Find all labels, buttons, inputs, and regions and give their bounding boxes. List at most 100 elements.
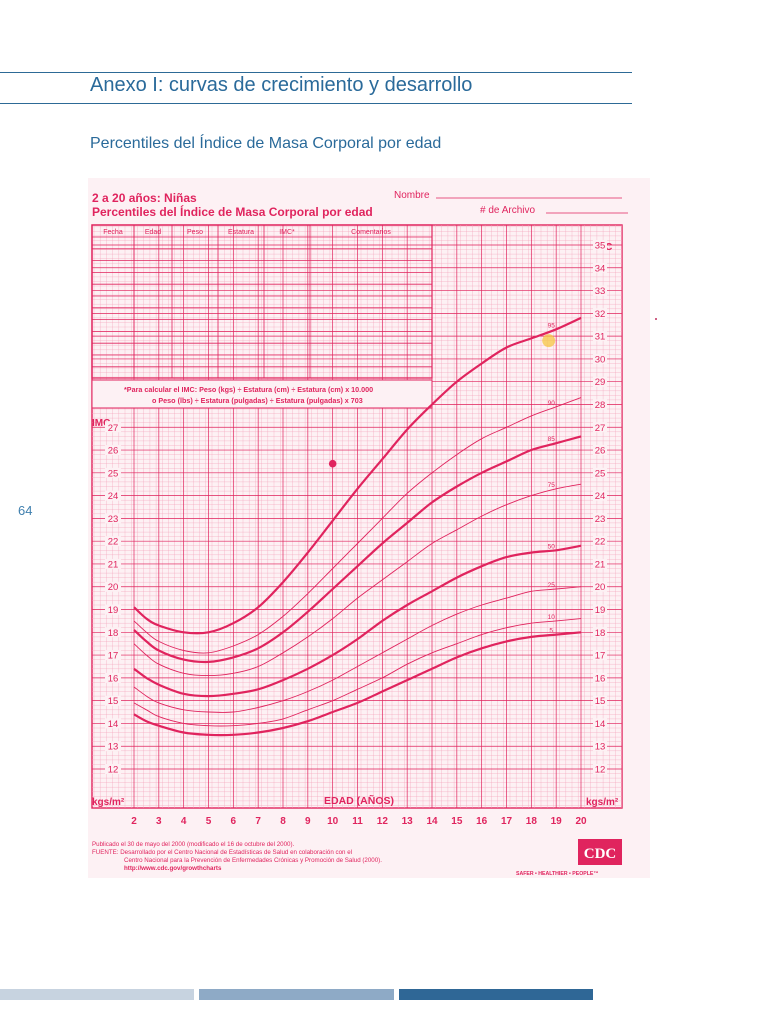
y-tick-label-bg (593, 331, 607, 342)
y-tick-label-bg (105, 513, 121, 524)
cdc-tagline: SAFER • HEALTHIER • PEOPLE™ (516, 871, 599, 877)
y-tick-label-bg (593, 627, 607, 638)
y-tick-label-left: 24 (108, 491, 119, 502)
footer-line1: Publicado el 30 de mayo del 2000 (modifi… (92, 841, 295, 848)
y-tick-label-right: 13 (595, 742, 606, 753)
y-tick-label-bg (593, 353, 607, 364)
y-tick-label-bg (593, 376, 607, 387)
y-tick-label-right: 32 (595, 309, 606, 320)
y-tick-label-left: 17 (108, 651, 119, 662)
x-tick-label: 10 (327, 816, 339, 827)
y-tick-label-right: 29 (595, 377, 606, 388)
y-tick-label-right: 14 (595, 719, 606, 730)
y-tick-label-bg (593, 308, 607, 319)
x-tick-label: 14 (426, 816, 438, 827)
x-tick-label: 12 (377, 816, 389, 827)
axis-ticks: 1213141516171819202122232425262728293031… (105, 240, 607, 827)
y-tick-label-right: 27 (595, 423, 606, 434)
percentile-label-95: 95 (548, 322, 556, 329)
y-tick-label-bg (105, 604, 121, 615)
y-unit-left: kgs/m² (92, 797, 125, 808)
table-header-cell: Fecha (103, 229, 123, 236)
page-number: 64 (18, 503, 33, 518)
y-tick-label-right: 31 (595, 332, 606, 343)
x-tick-label: 19 (551, 816, 563, 827)
percentile-curve-10 (133, 618, 582, 727)
y-tick-label-bg (593, 695, 607, 706)
y-tick-label-bg (105, 627, 121, 638)
y-tick-label-bg (593, 513, 607, 524)
table-header-cell: Comentarios (351, 229, 391, 236)
x-tick-label: 7 (255, 816, 261, 827)
percentile-curve-90 (133, 397, 582, 654)
footer-line2: FUENTE: Desarrollado por el Centro Nacio… (92, 849, 352, 856)
y-tick-label-left: 23 (108, 514, 119, 525)
x-tick-label: 17 (501, 816, 513, 827)
y-tick-label-right: 16 (595, 673, 606, 684)
y-unit-right: kgs/m² (586, 797, 619, 808)
percentile-label-75: 75 (548, 482, 556, 489)
y-tick-label-right: 34 (595, 263, 606, 274)
formula-line2: o Peso (lbs) ÷ Estatura (pulgadas) ÷ Est… (152, 396, 363, 405)
y-tick-label-bg (593, 604, 607, 615)
y-tick-label-bg (593, 262, 607, 273)
footer-bar-medium (199, 989, 394, 1000)
y-tick-label-left: 21 (108, 559, 119, 570)
y-tick-label-bg (593, 650, 607, 661)
subsection-title: Percentiles del Índice de Masa Corporal … (90, 135, 442, 152)
x-tick-label: 13 (402, 816, 414, 827)
y-tick-label-bg (593, 240, 607, 250)
percentile-label-25: 25 (548, 582, 556, 589)
record-table-headers: Fecha Edad Peso Estatura IMC* Comentarios (103, 229, 391, 236)
x-tick-label: 3 (156, 816, 162, 827)
percentile-curve-5 (133, 631, 582, 737)
table-header-cell: Peso (187, 229, 203, 236)
y-tick-label-right: 22 (595, 537, 606, 548)
footer-line3: Centro Nacional para la Prevención de En… (124, 857, 382, 864)
record-table-frame (91, 224, 433, 379)
y-tick-label-bg (593, 467, 607, 478)
title-underline (0, 103, 632, 104)
highlight-marker (542, 334, 556, 348)
y-tick-label-left: 22 (108, 537, 119, 548)
y-tick-label-bg (593, 741, 607, 752)
y-tick-label-bg (105, 672, 121, 683)
percentile-label-5: 5 (549, 628, 553, 635)
x-tick-label: 8 (280, 816, 286, 827)
x-tick-label: 6 (231, 816, 237, 827)
record-table: Fecha Edad Peso Estatura IMC* Comentarios (91, 224, 433, 379)
x-tick-label: 11 (352, 816, 363, 827)
y-tick-label-left: 13 (108, 742, 119, 753)
chart-title-line1: 2 a 20 años: Niñas (92, 191, 197, 205)
y-tick-label-right: 35 (595, 241, 606, 252)
y-tick-label-bg (593, 536, 607, 547)
y-tick-label-bg (593, 718, 607, 729)
y-tick-label-right: 26 (595, 446, 606, 457)
y-tick-label-left: 25 (108, 468, 119, 479)
footer-bar-dark (399, 989, 593, 1000)
y-tick-label-bg (105, 650, 121, 661)
table-header-cell: Edad (145, 229, 161, 236)
y-tick-label-right: 19 (595, 605, 606, 616)
y-tick-label-right: 17 (595, 651, 606, 662)
y-tick-label-bg (105, 558, 121, 569)
table-header-cell: Estatura (228, 229, 254, 236)
x-tick-label: 9 (305, 816, 311, 827)
chart-title-line2: Percentiles del Índice de Masa Corporal … (92, 204, 373, 219)
record-table-lines (92, 225, 432, 378)
y-tick-label-right: 28 (595, 400, 606, 411)
archivo-label: # de Archivo (480, 205, 535, 216)
table-header-cell: IMC* (279, 229, 295, 236)
y-tick-label-right: 12 (595, 765, 606, 776)
x-tick-label: 2 (131, 816, 137, 827)
percentile-curves: 95 90 85 75 50 25 10 5 (133, 316, 582, 737)
y-tick-label-bg (593, 490, 607, 501)
y-tick-label-left: 20 (108, 582, 119, 593)
y-tick-label-left: 18 (108, 628, 119, 639)
y-tick-label-left: 27 (108, 423, 119, 434)
percentile-label-90: 90 (548, 400, 556, 407)
y-tick-label-left: 16 (108, 673, 119, 684)
x-tick-label: 16 (476, 816, 488, 827)
y-tick-label-bg (593, 764, 607, 774)
chart-markers (328, 334, 556, 468)
